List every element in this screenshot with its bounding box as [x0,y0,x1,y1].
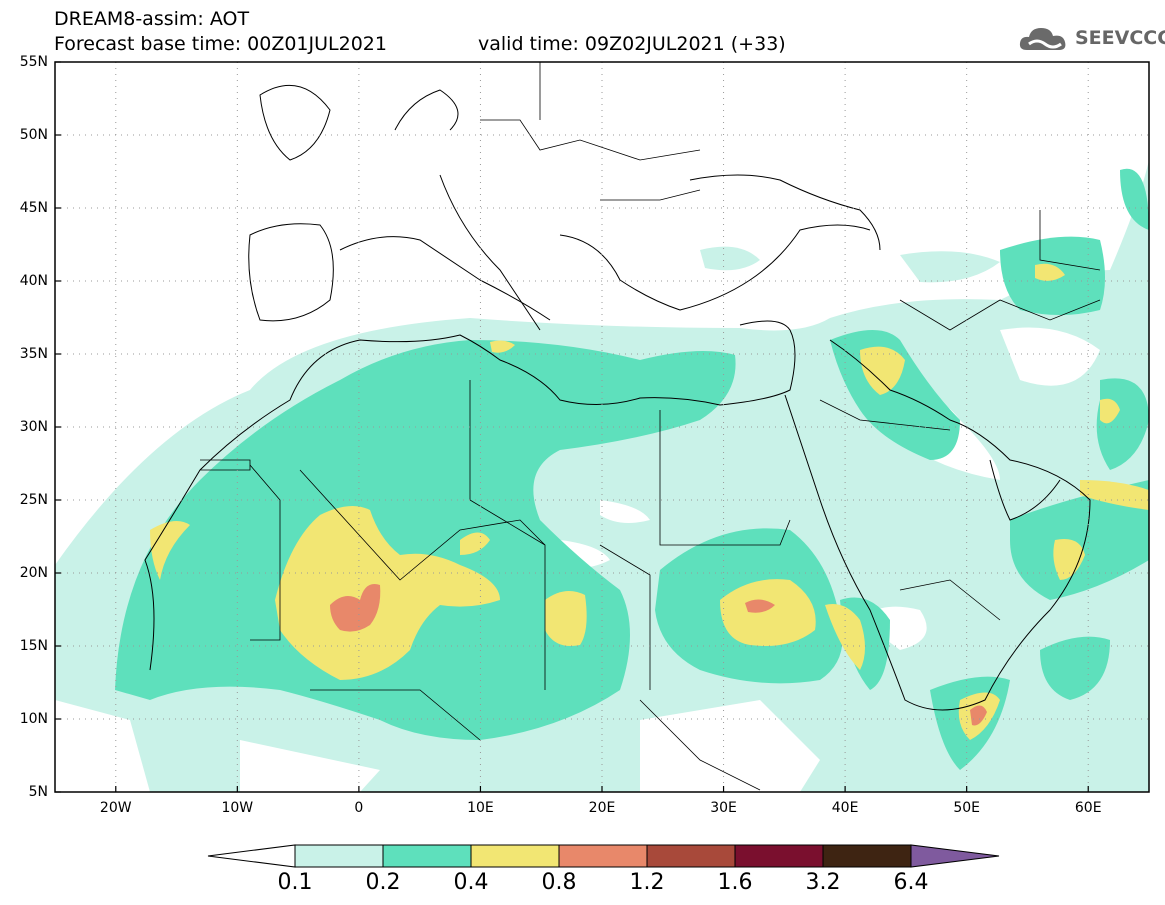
colorbar-segment [470,844,560,868]
lon-label: 20E [588,800,616,816]
forecast-base-time: Forecast base time: 00Z01JUL2021 [54,33,387,55]
colorbar-max-arrow [910,844,1000,868]
aot-level-0.8 [330,584,987,726]
lon-label: 30E [710,800,737,816]
colorbar-min-arrow [207,844,296,868]
colorbar-label: 0.1 [277,870,313,895]
lat-lon-grid [55,62,1149,792]
map-title: DREAM8-assim: AOT [54,8,250,30]
colorbar-label: 1.2 [629,870,665,895]
coastlines [144,84,1091,711]
lat-label: 10N [19,711,48,727]
lon-label: 10E [467,800,494,816]
country-borders [200,62,1101,791]
aot-level-0.4 [150,263,1149,740]
lat-label: 45N [19,200,48,216]
cloud-icon [1019,28,1066,50]
lon-label: 50E [953,800,980,816]
lat-label: 40N [19,273,48,289]
colorbar-label: 3.2 [805,870,841,895]
lat-label: 20N [19,565,48,581]
lat-label: 55N [19,54,48,70]
colorbar-segment [822,844,912,868]
lat-label: 50N [19,127,48,143]
colorbar-segment [558,844,648,868]
colorbar-segment [734,844,824,868]
colorbar [207,844,1000,868]
colorbar-label: 1.6 [717,870,753,895]
colorbar-segment [646,844,736,868]
colorbar-label: 0.8 [541,870,577,895]
colorbar-segment [294,844,384,868]
lat-label: 25N [19,492,48,508]
lat-label: 35N [19,346,48,362]
lon-label: 20W [99,800,132,816]
colorbar-segment [382,844,472,868]
valid-time: valid time: 09Z02JUL2021 (+33) [478,33,786,55]
lat-label: 15N [19,638,48,654]
logo-text: SEEVCCC [1075,27,1165,49]
lon-label: 0 [354,800,364,816]
lat-label: 5N [28,784,48,800]
lat-label: 30N [19,419,48,435]
colorbar-label: 6.4 [893,870,929,895]
colorbar-label: 0.2 [365,870,401,895]
lon-label: 60E [1074,800,1102,816]
seevccc-logo: SEEVCCC [1017,22,1165,58]
colorbar-label: 0.4 [453,870,489,895]
lon-label: 10W [221,800,254,816]
lon-label: 40E [831,800,859,816]
